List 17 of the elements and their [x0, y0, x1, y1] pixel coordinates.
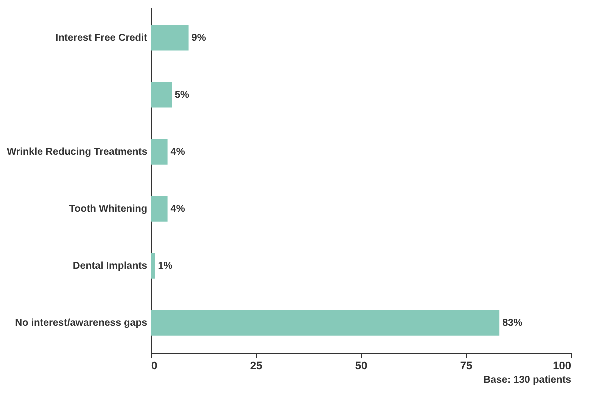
data-label: 1% — [158, 261, 173, 272]
x-tick-label: 0 — [152, 360, 158, 372]
x-tick-label: 100 — [553, 360, 572, 372]
y-tick-label: Interest Free Credit — [56, 32, 148, 44]
x-tick-label: 25 — [250, 360, 263, 372]
x-tick-label: 75 — [460, 360, 473, 372]
y-tick-label: Tooth Whitening — [69, 204, 148, 216]
data-label: 83% — [502, 318, 523, 330]
y-tick-label: No interest/awareness gaps — [15, 318, 148, 330]
data-label: 4% — [170, 204, 186, 216]
x-tick-label: 50 — [355, 360, 368, 372]
y-tick-label: Dental Implants — [73, 261, 148, 272]
text: Base: 130 patients — [484, 375, 572, 386]
data-label: 5% — [175, 90, 190, 101]
data-label: 4% — [170, 146, 186, 158]
data-label: 9% — [192, 32, 206, 44]
y-tick-label: Wrinkle Reducing Treatments — [7, 146, 148, 158]
